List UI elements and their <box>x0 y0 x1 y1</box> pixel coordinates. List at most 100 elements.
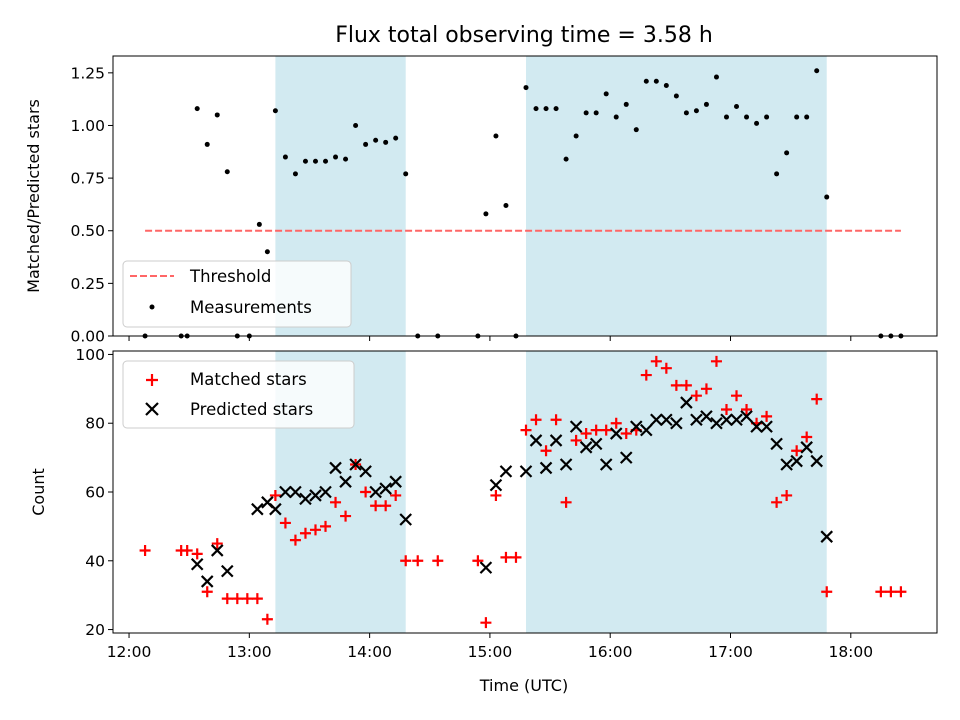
measurement-point-15-38 <box>563 156 569 162</box>
x-tick-label: 18:00 <box>828 643 873 661</box>
measurement-point-14-58 <box>483 211 489 217</box>
bottom-legend-frame <box>122 360 355 429</box>
predicted-stars-point-15-23 <box>529 434 543 447</box>
matched-stars-point-17-08 <box>741 403 753 415</box>
matched-stars-point-12-08 <box>139 544 151 556</box>
matched-stars-point-13-13 <box>269 489 281 501</box>
y-tick-label: 60 <box>85 484 105 502</box>
y-tick-label: 100 <box>75 346 105 364</box>
matched-stars-point-12-44 <box>211 538 223 550</box>
matched-stars-point-13-09 <box>261 613 273 625</box>
top-shaded-intervals <box>275 56 827 336</box>
y-tick-label: 0.50 <box>70 222 105 240</box>
y-tick-label: 0.75 <box>70 170 105 188</box>
matched-legend-swatch <box>146 374 158 386</box>
bottom-plot-frame <box>112 350 938 634</box>
predicted-stars-point-13-43 <box>329 461 342 475</box>
predicted-stars-point-16-48 <box>700 410 713 423</box>
shaded-interval <box>526 56 827 336</box>
bottom-y-axis-label: Count <box>29 468 48 516</box>
top-plot-frame <box>112 55 938 337</box>
predicted-stars-point-16-08 <box>619 451 633 464</box>
predicted-stars-point-16-43 <box>690 413 703 427</box>
bottom-x-axis-label: Time (UTC) <box>479 676 568 695</box>
matched-stars-point-16-23 <box>650 355 662 367</box>
y-tick-label: 1.00 <box>70 117 105 135</box>
top-y-axis-label: Matched/Predicted stars <box>24 99 43 293</box>
predicted-legend-label: Predicted stars <box>190 400 313 419</box>
x-tick-label: 12:00 <box>107 643 152 661</box>
measurement-point-16-53 <box>713 74 719 80</box>
bottom-legend: Matched stars Predicted stars <box>122 360 355 429</box>
matched-stars-point-13-38 <box>320 520 332 532</box>
measurement-point-13-05 <box>256 221 262 227</box>
matched-stars-point-12-29 <box>181 544 193 556</box>
matched-stars-point-13-28 <box>299 527 311 539</box>
measurement-point-16-23 <box>653 78 659 84</box>
matched-stars-point-17-28 <box>781 489 793 501</box>
predicted-stars-point-16-13 <box>629 420 643 433</box>
x-tick-label: 17:00 <box>708 643 753 661</box>
predicted-stars-point-13-28 <box>299 492 312 506</box>
matched-stars-point-16-18 <box>640 369 652 381</box>
predicted-stars-point-12-44 <box>210 544 224 557</box>
shaded-interval <box>526 351 827 633</box>
predicted-stars-point-15-08 <box>499 465 513 478</box>
matched-stars-point-17-48 <box>821 586 833 598</box>
predicted-stars-point-14-08 <box>379 482 392 495</box>
measurement-point-13-53 <box>353 122 359 128</box>
predicted-stars-point-17-38 <box>800 441 813 454</box>
measurement-point-12-49 <box>224 169 230 175</box>
figure-title: Flux total observing time = 3.58 h <box>335 23 713 48</box>
measurement-point-15-33 <box>553 106 559 112</box>
predicted-stars-point-14-03 <box>369 485 382 499</box>
measurement-point-15-08 <box>503 202 509 208</box>
matched-stars-point-16-43 <box>690 390 702 402</box>
measurement-point-13-13 <box>272 108 278 114</box>
predicted-stars-point-16-23 <box>650 413 663 427</box>
measurement-point-14-18 <box>403 171 409 177</box>
predicted-stars-point-14-13 <box>389 475 402 488</box>
measurement-point-16-33 <box>673 93 679 99</box>
bottom-series <box>139 355 907 629</box>
measurement-point-12-44 <box>214 112 220 118</box>
predicted-stars-point-15-03 <box>489 478 503 492</box>
matched-stars-point-17-23 <box>771 496 783 508</box>
top-legend: Threshold Measurements <box>122 260 352 328</box>
predicted-stars-point-13-13 <box>269 502 282 516</box>
predicted-stars-point-16-18 <box>640 423 653 437</box>
x-tick-label: 15:00 <box>468 643 513 661</box>
matched-stars-point-16-48 <box>700 383 712 395</box>
predicted-stars-point-17-48 <box>820 530 834 543</box>
y-tick-label: 0.00 <box>70 328 105 346</box>
matched-stars-point-13-04 <box>251 593 263 605</box>
matched-stars-point-14-18 <box>400 555 412 567</box>
measurement-point-14-13 <box>393 135 399 141</box>
matched-stars-point-15-43 <box>570 434 582 446</box>
top-axis-ticks: 0.00 0.25 0.50 0.75 1.00 1.25 <box>70 64 852 346</box>
matched-stars-point-13-23 <box>289 534 301 546</box>
predicted-stars-point-14-58 <box>479 561 493 574</box>
predicted-stars-point-15-18 <box>519 465 533 478</box>
matched-stars-point-16-03 <box>610 417 622 429</box>
measurement-point-12-39 <box>204 141 210 147</box>
measurement-point-16-38 <box>683 110 689 116</box>
measurement-point-17-48 <box>824 194 830 200</box>
measurement-point-15-48 <box>583 110 589 116</box>
predicted-legend-swatch <box>145 402 159 416</box>
measurement-point-17-18 <box>764 114 770 120</box>
predicted-stars-point-13-18 <box>279 485 292 499</box>
measurement-point-17-33 <box>794 114 800 120</box>
y-tick-label: 0.25 <box>70 275 105 293</box>
predicted-stars-point-17-03 <box>730 413 743 427</box>
matched-stars-point-18-25 <box>895 586 907 598</box>
measurement-point-15-18 <box>523 85 529 91</box>
y-tick-label: 20 <box>85 621 105 639</box>
matched-stars-point-13-43 <box>330 496 342 508</box>
matched-stars-point-14-13 <box>390 489 402 501</box>
matched-stars-point-15-53 <box>590 424 602 436</box>
matched-stars-point-15-18 <box>520 424 532 436</box>
bottom-axis-ticks: 20 40 60 80 100 12:00 13:00 14:00 15:00 16:00 17:0… <box>75 346 873 661</box>
measurement-point-17-38 <box>804 114 810 120</box>
